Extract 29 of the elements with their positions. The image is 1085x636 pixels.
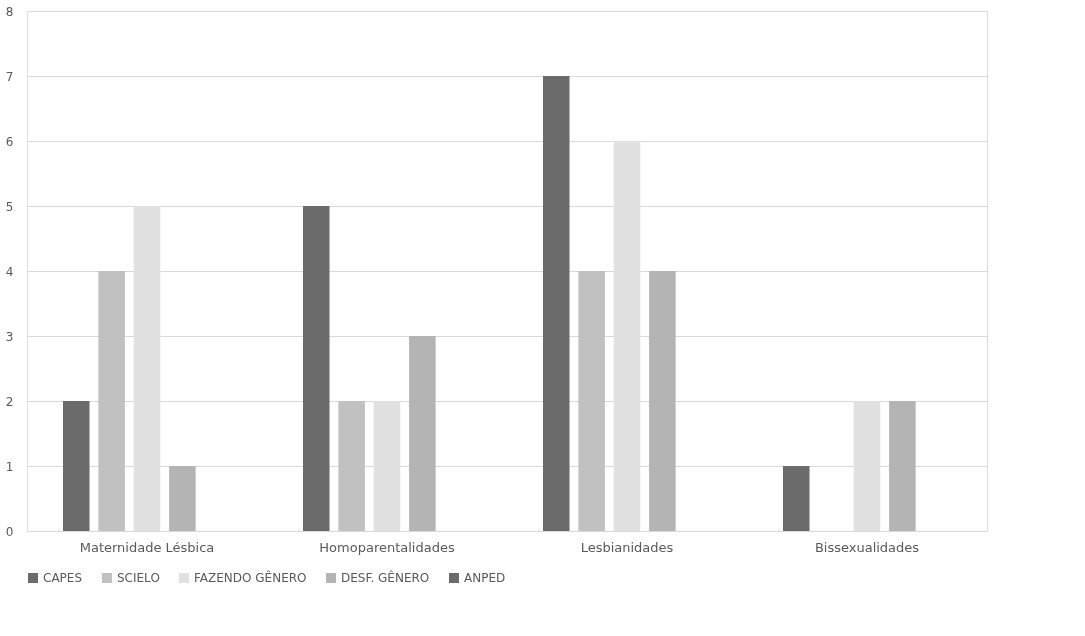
bar <box>169 466 196 531</box>
bar <box>409 336 436 531</box>
bar <box>338 401 365 531</box>
x-tick-label: Homoparentalidades <box>319 539 455 555</box>
bar <box>63 401 90 531</box>
y-tick-label: 1 <box>5 459 14 474</box>
y-tick-label: 0 <box>5 524 14 539</box>
bar <box>543 76 570 531</box>
legend-label: DESF. GÊNERO <box>341 570 430 585</box>
legend-label: SCIELO <box>117 571 160 585</box>
y-tick-label: 3 <box>5 329 14 344</box>
legend-label: CAPES <box>43 571 83 585</box>
bar <box>649 271 676 531</box>
bar <box>889 401 916 531</box>
x-tick-label: Bissexualidades <box>814 539 920 555</box>
bar <box>303 206 330 531</box>
legend-label: ANPED <box>464 571 506 585</box>
y-tick-label: 2 <box>5 394 14 409</box>
y-tick-label: 7 <box>5 69 14 84</box>
legend-label: FAZENDO GÊNERO <box>194 570 307 585</box>
bar <box>783 466 810 531</box>
y-tick-label: 5 <box>5 199 14 214</box>
y-tick-label: 4 <box>5 264 14 279</box>
y-tick-label: 8 <box>5 4 14 19</box>
bar <box>578 271 605 531</box>
bar <box>98 271 125 531</box>
y-tick-label: 6 <box>5 134 14 149</box>
x-tick-label: Lesbianidades <box>580 539 674 555</box>
x-tick-label: Maternidade Lésbica <box>79 539 215 555</box>
